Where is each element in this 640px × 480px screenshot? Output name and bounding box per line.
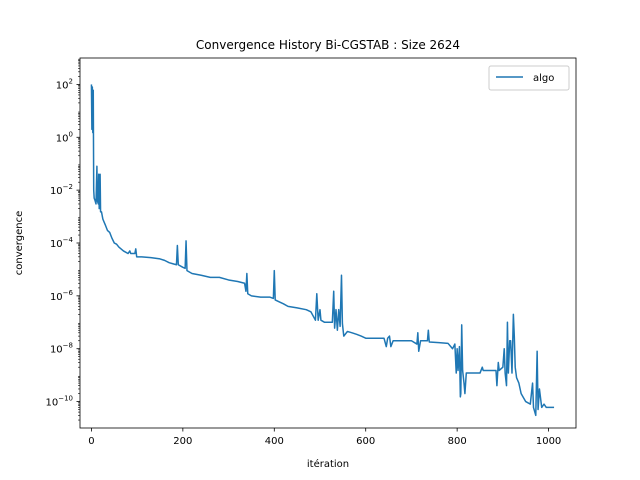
series-line-0 [90,84,555,417]
x-axis: 0 200 400 600 800 1000 [88,428,561,447]
legend: algo [488,65,570,91]
y-tick-label: 10−2 [50,183,73,197]
y-tick-label: 10−10 [45,395,73,409]
legend-box [488,65,570,91]
x-tick-label: 1000 [536,436,561,447]
series-group [90,84,555,417]
x-tick-label: 600 [356,436,375,447]
legend-label: algo [533,73,554,84]
x-axis-label: itération [307,458,349,470]
y-tick-label: 102 [56,77,73,91]
y-tick-label: 100 [56,130,73,144]
plot-area: 0 200 400 600 800 1000 10−1010−810−610−410−21… [45,57,577,447]
y-axis-label: convergence [14,211,25,275]
x-tick-label: 400 [265,436,284,447]
x-tick-label: 0 [88,436,94,447]
x-tick-label: 200 [173,436,192,447]
y-axis: 10−10 10−8 10−6 10−4 10−2 100 102 [45,58,80,421]
x-tick-label: 800 [448,436,467,447]
y-tick-label: 10−8 [50,342,73,356]
y-tick-label: 10−4 [50,236,74,250]
chart-title: Convergence History Bi-CGSTAB : Size 262… [196,38,460,52]
y-tick-label: 10−6 [50,289,74,303]
